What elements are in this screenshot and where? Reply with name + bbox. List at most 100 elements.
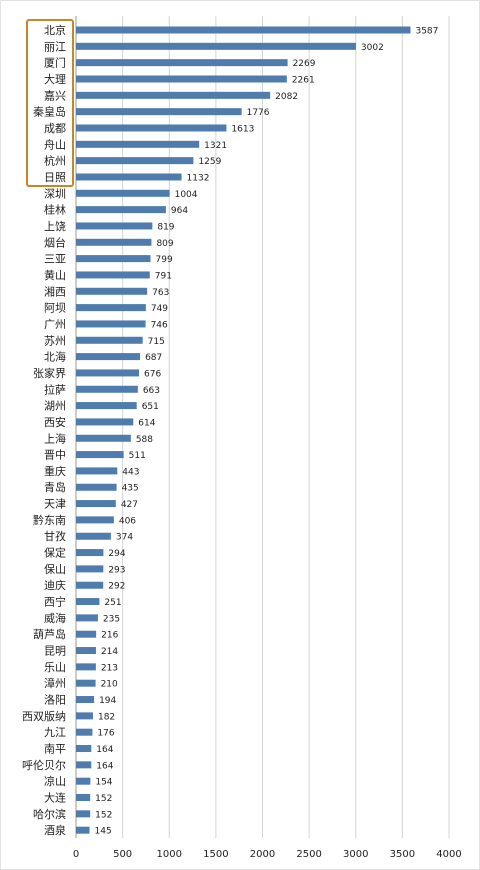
category-label: 桂林	[44, 203, 66, 217]
value-label: 427	[121, 500, 138, 510]
bar	[76, 663, 96, 671]
bar	[76, 614, 98, 622]
value-label: 406	[119, 516, 136, 526]
value-label: 213	[101, 663, 118, 673]
category-label: 乐山	[44, 661, 66, 674]
bar	[76, 255, 151, 263]
bar	[76, 581, 104, 589]
value-label: 791	[155, 271, 172, 281]
value-label: 749	[151, 304, 168, 314]
value-label: 651	[142, 402, 159, 412]
category-label: 威海	[44, 611, 66, 625]
bar	[76, 777, 91, 785]
value-label: 809	[156, 239, 173, 249]
value-label: 152	[95, 794, 112, 804]
value-label: 964	[171, 206, 188, 216]
bar-series	[76, 26, 411, 834]
category-label: 三亚	[44, 253, 66, 266]
value-label: 164	[96, 745, 113, 755]
category-label: 凉山	[44, 774, 66, 788]
category-label: 北海	[44, 350, 66, 364]
bar	[76, 304, 146, 312]
value-label: 214	[101, 647, 118, 657]
value-label: 763	[152, 288, 169, 298]
value-label: 164	[96, 761, 113, 771]
value-label: 1259	[198, 157, 221, 167]
category-label: 大理	[44, 72, 66, 86]
value-label: 3587	[415, 27, 438, 37]
bar	[76, 810, 91, 818]
bar	[76, 140, 200, 148]
category-label: 重庆	[44, 464, 66, 478]
value-label: 292	[108, 582, 125, 592]
value-label: 182	[98, 712, 115, 722]
category-label: 晋中	[44, 449, 66, 462]
category-label: 拉萨	[44, 382, 66, 396]
category-label: 上饶	[44, 220, 66, 233]
category-label: 丽江	[44, 40, 66, 53]
bar	[76, 679, 96, 687]
bar	[76, 91, 271, 99]
category-label: 广州	[44, 318, 66, 331]
bar	[76, 418, 134, 426]
value-label: 374	[116, 533, 133, 543]
highlight-box	[26, 19, 74, 187]
category-labels: 北京丽江厦门大理嘉兴秦皇岛成都舟山杭州日照深圳桂林上饶烟台三亚黄山湘西阿坝广州苏…	[22, 23, 66, 837]
bar	[76, 696, 95, 704]
value-label: 746	[151, 320, 168, 330]
category-label: 北京	[44, 23, 66, 37]
category-label: 哈尔滨	[33, 807, 66, 821]
category-label: 上海	[44, 431, 66, 445]
category-label: 西宁	[44, 595, 66, 609]
value-label: 511	[129, 451, 146, 461]
bar	[76, 745, 92, 753]
value-label: 294	[108, 549, 125, 559]
value-label: 216	[101, 631, 118, 641]
category-label: 张家界	[33, 366, 66, 380]
category-label: 舟山	[44, 137, 66, 151]
value-label: 3002	[361, 43, 384, 53]
bar	[76, 712, 93, 720]
bar	[76, 434, 131, 442]
value-label: 194	[99, 696, 116, 706]
value-label: 676	[144, 369, 161, 379]
category-label: 葫芦岛	[33, 627, 66, 641]
value-label: 819	[157, 222, 174, 232]
value-label: 1613	[231, 124, 254, 134]
category-label: 呼伦贝尔	[22, 758, 66, 772]
bar	[76, 238, 152, 246]
bar	[76, 728, 93, 736]
value-label: 2082	[275, 92, 298, 102]
bar	[76, 222, 153, 230]
value-label: 687	[145, 353, 162, 363]
x-tick-label: 0	[73, 849, 79, 860]
value-label: 293	[108, 565, 125, 575]
bar	[76, 483, 117, 491]
category-label: 大连	[44, 791, 66, 805]
category-label: 日照	[44, 171, 66, 184]
value-label: 251	[104, 598, 121, 608]
bar	[76, 369, 140, 377]
value-label: 176	[97, 729, 114, 739]
value-label: 2269	[293, 59, 316, 69]
bar	[76, 451, 124, 459]
category-label: 迪庆	[44, 578, 66, 592]
bar	[76, 598, 100, 606]
bar	[76, 157, 194, 165]
bar	[76, 500, 116, 508]
bar	[76, 173, 182, 181]
bar	[76, 761, 92, 769]
bar	[76, 630, 97, 638]
value-label: 2261	[292, 75, 315, 85]
category-label: 杭州	[44, 154, 66, 168]
x-tick-label: 2000	[250, 849, 275, 860]
bar	[76, 26, 411, 34]
bar	[76, 75, 287, 83]
bar	[76, 402, 137, 410]
category-label: 西安	[44, 415, 66, 429]
category-label: 秦皇岛	[33, 105, 66, 119]
value-label: 235	[103, 614, 120, 624]
category-label: 烟台	[44, 235, 66, 249]
value-label: 443	[122, 467, 139, 477]
x-tick-label: 1000	[157, 849, 182, 860]
